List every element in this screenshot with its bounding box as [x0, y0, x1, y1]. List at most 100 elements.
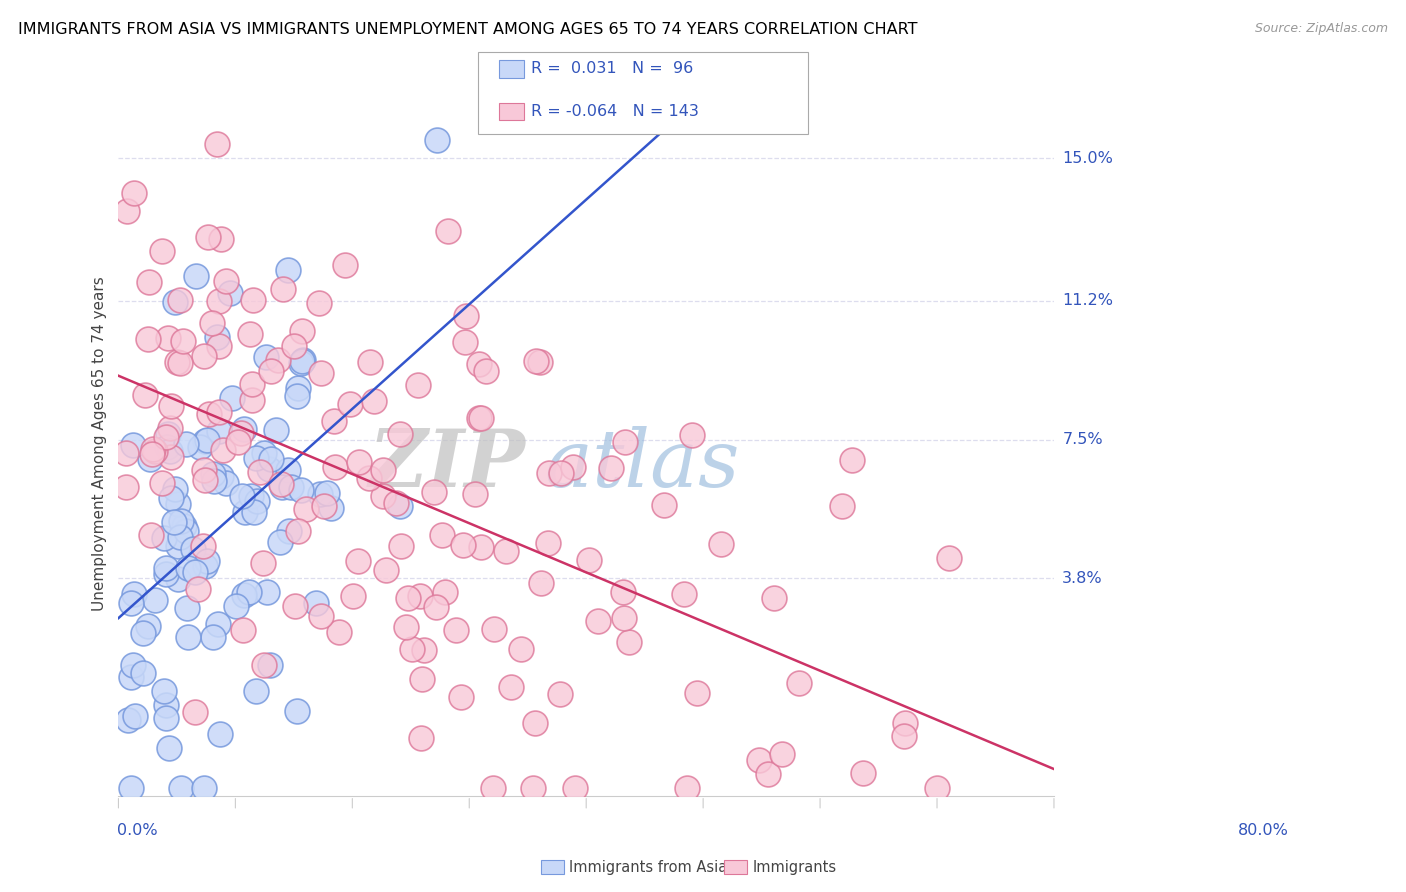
Point [197, 230, 219, 244]
Y-axis label: Unemployment Among Ages 65 to 74 years: Unemployment Among Ages 65 to 74 years [93, 276, 107, 611]
Point [710, 537, 733, 551]
Point [495, 544, 517, 558]
Point [167, 573, 190, 587]
Point [240, 392, 263, 407]
Point [396, 591, 419, 605]
Text: 0.0%: 0.0% [117, 822, 157, 838]
Point [254, 350, 277, 364]
Point [194, 558, 217, 573]
Point [831, 499, 853, 513]
Point [170, 781, 193, 796]
Point [159, 450, 181, 465]
Point [600, 461, 623, 475]
Point [166, 496, 188, 510]
Point [409, 589, 432, 603]
Point [406, 378, 429, 392]
Point [117, 713, 139, 727]
Point [277, 263, 299, 277]
Point [233, 422, 256, 436]
Point [141, 447, 163, 461]
Point [522, 781, 544, 796]
Point [852, 766, 875, 780]
Point [156, 440, 179, 454]
Point [240, 376, 263, 391]
Point [226, 434, 249, 449]
Point [221, 391, 243, 405]
Point [385, 496, 408, 510]
Point [482, 781, 505, 796]
Point [290, 354, 312, 368]
Point [676, 781, 699, 796]
Point [264, 423, 287, 437]
Point [578, 552, 600, 566]
Point [201, 630, 224, 644]
Point [475, 364, 498, 378]
Point [388, 499, 411, 513]
Point [166, 354, 188, 368]
Point [748, 752, 770, 766]
Point [938, 551, 960, 566]
Point [283, 338, 305, 352]
Point [188, 440, 211, 454]
Point [335, 258, 357, 272]
Point [172, 334, 194, 348]
Point [450, 690, 472, 704]
Point [359, 355, 381, 369]
Point [894, 715, 917, 730]
Point [232, 623, 254, 637]
Point [163, 482, 186, 496]
Point [215, 274, 238, 288]
Point [613, 611, 636, 625]
Point [159, 491, 181, 506]
Point [285, 389, 308, 403]
Point [208, 425, 231, 439]
Point [277, 463, 299, 477]
Point [169, 356, 191, 370]
Point [470, 411, 492, 425]
Point [470, 540, 492, 554]
Point [287, 704, 309, 718]
Point [433, 585, 456, 599]
Point [339, 396, 361, 410]
Point [464, 487, 486, 501]
Text: R =  0.031   N =  96: R = 0.031 N = 96 [531, 62, 693, 76]
Point [155, 698, 177, 712]
Point [357, 471, 380, 485]
Point [373, 489, 395, 503]
Point [139, 451, 162, 466]
Point [256, 584, 278, 599]
Point [526, 354, 548, 368]
Point [176, 601, 198, 615]
Point [181, 542, 204, 557]
Point [756, 767, 779, 781]
Point [240, 489, 263, 503]
Point [195, 433, 218, 447]
Point [193, 349, 215, 363]
Point [159, 421, 181, 435]
Point [290, 356, 312, 370]
Point [157, 741, 180, 756]
Point [225, 599, 247, 613]
Point [270, 477, 292, 491]
Point [143, 443, 166, 458]
Point [499, 680, 522, 694]
Point [425, 599, 447, 614]
Point [423, 485, 446, 500]
Point [153, 532, 176, 546]
Point [454, 310, 477, 324]
Point [156, 331, 179, 345]
Point [193, 473, 215, 487]
Point [208, 727, 231, 741]
Point [159, 399, 181, 413]
Text: 11.2%: 11.2% [1063, 293, 1114, 309]
Point [157, 426, 180, 441]
Point [267, 353, 290, 368]
Point [290, 324, 312, 338]
Point [245, 450, 267, 465]
Point [373, 463, 395, 477]
Point [260, 451, 283, 466]
Point [131, 665, 153, 680]
Point [211, 442, 233, 457]
Point [444, 623, 467, 637]
Point [124, 708, 146, 723]
